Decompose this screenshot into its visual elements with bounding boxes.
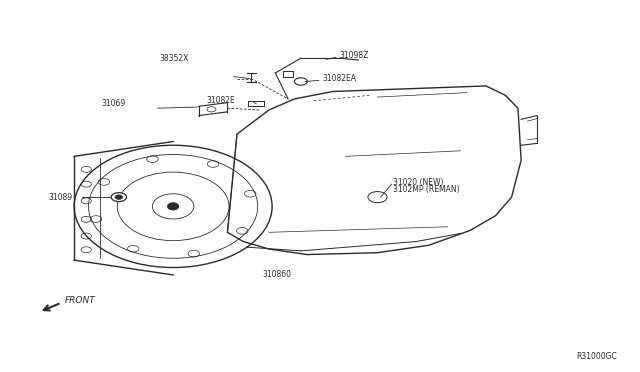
Circle shape — [294, 78, 307, 85]
Text: 310860: 310860 — [262, 270, 292, 279]
Ellipse shape — [168, 203, 179, 210]
Circle shape — [115, 195, 123, 199]
Text: 31098Z: 31098Z — [339, 51, 369, 60]
Text: R31000GC: R31000GC — [576, 352, 617, 361]
Text: 31082E: 31082E — [206, 96, 235, 105]
Text: 38352X: 38352X — [160, 54, 189, 62]
Text: 31020 (NEW): 31020 (NEW) — [394, 178, 444, 187]
Circle shape — [111, 193, 127, 202]
Text: FRONT: FRONT — [65, 296, 95, 305]
Text: 3102MP (REMAN): 3102MP (REMAN) — [394, 185, 460, 194]
Text: 31069: 31069 — [101, 99, 125, 108]
Text: 31089: 31089 — [48, 193, 72, 202]
Text: 31082EA: 31082EA — [322, 74, 356, 83]
